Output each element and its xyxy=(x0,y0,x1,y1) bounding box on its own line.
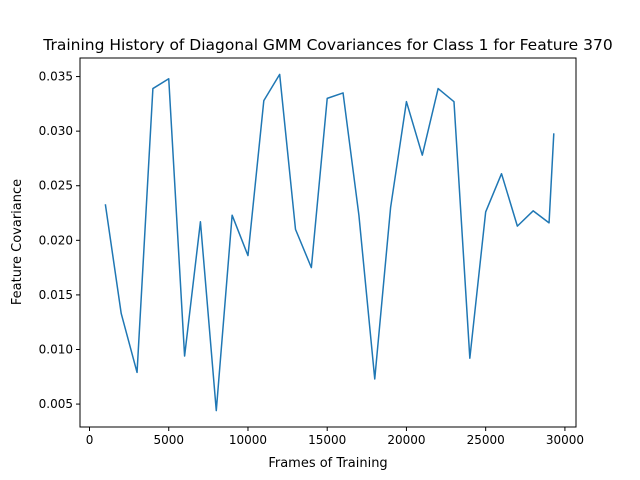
x-axis-label: Frames of Training xyxy=(268,456,387,471)
x-tick-label: 15000 xyxy=(308,433,346,447)
series-line-0 xyxy=(104,73,555,412)
series-layer xyxy=(104,73,555,412)
x-tick-label: 30000 xyxy=(546,433,584,447)
ticks-layer: 0 5000 10000 15000 20000 25000 30000 0.005 0.010… xyxy=(39,70,584,447)
y-tick-label: 0.030 xyxy=(39,124,73,138)
chart-title: Training History of Diagonal GMM Covaria… xyxy=(42,36,612,54)
y-tick-label: 0.025 xyxy=(39,179,73,193)
plot-frame xyxy=(79,57,577,428)
y-tick-label: 0.010 xyxy=(39,342,73,356)
y-tick-label: 0.005 xyxy=(39,397,73,411)
x-tick-label: 10000 xyxy=(229,433,267,447)
y-tick-label: 0.035 xyxy=(39,70,73,84)
y-tick-label: 0.015 xyxy=(39,288,73,302)
x-tick-label: 25000 xyxy=(467,433,505,447)
y-tick-label: 0.020 xyxy=(39,233,73,247)
x-tick-label: 20000 xyxy=(387,433,425,447)
x-tick-label: 5000 xyxy=(153,433,184,447)
y-axis-label: Feature Covariance xyxy=(10,179,25,305)
x-tick-label: 0 xyxy=(86,433,94,447)
